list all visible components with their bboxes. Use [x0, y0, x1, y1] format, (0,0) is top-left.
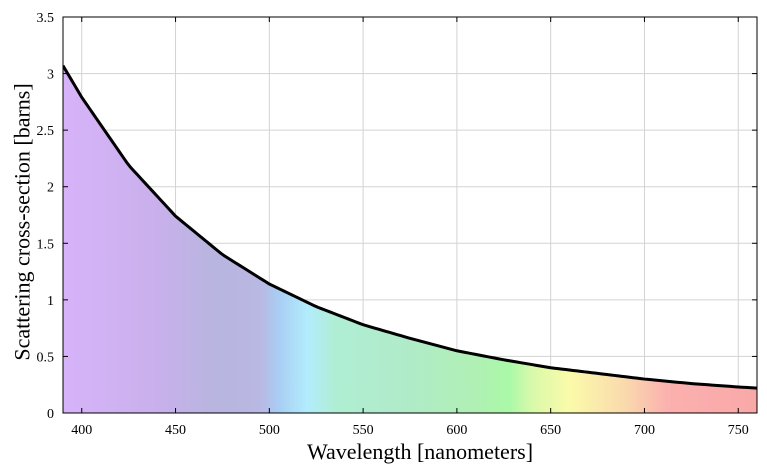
y-tick-label: 0.5: [37, 350, 55, 365]
y-tick-label: 1.5: [37, 237, 55, 252]
y-axis-title: Scattering cross-section [barns]: [10, 83, 35, 360]
x-tick-label: 450: [165, 423, 186, 438]
y-tick-label: 3: [47, 68, 54, 83]
spectrum-area-fill: [63, 65, 757, 413]
x-tick-label: 600: [446, 423, 467, 438]
y-tick-label: 1: [47, 294, 54, 309]
x-tick-label: 400: [71, 423, 92, 438]
plot-frame: [62, 16, 758, 414]
y-tick-label: 2: [47, 181, 54, 196]
x-tick-label: 700: [634, 423, 655, 438]
x-tick-label: 550: [353, 423, 374, 438]
y-tick-label: 0: [47, 407, 54, 422]
x-tick-label: 650: [540, 423, 561, 438]
y-tick-label: 3.5: [37, 11, 55, 26]
x-axis-title: Wavelength [nanometers]: [307, 439, 533, 464]
x-tick-label: 750: [728, 423, 749, 438]
x-tick-label: 500: [259, 423, 280, 438]
y-tick-label: 2.5: [37, 124, 55, 139]
ticks: 400 450 500 550 600 650 700 750 0 0.5 1 1.5 2 2.5 3 3.5: [37, 11, 757, 438]
scattering-curve: [63, 64, 757, 390]
